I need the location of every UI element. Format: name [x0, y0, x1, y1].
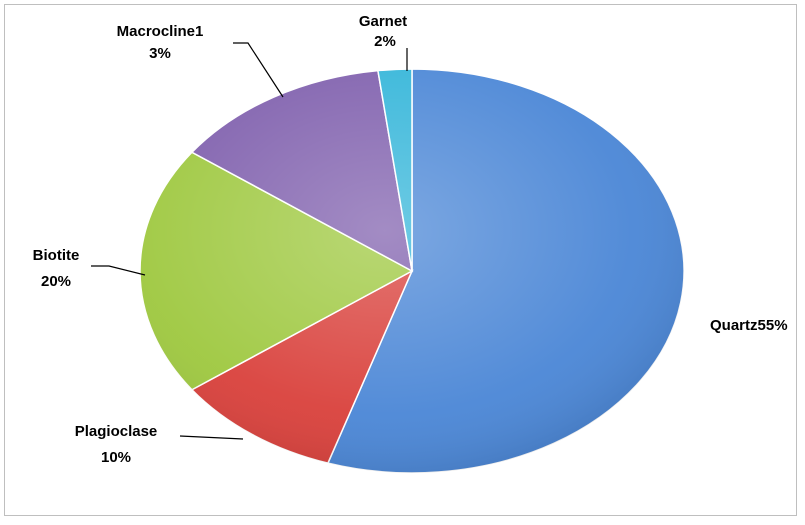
label-plagioclase-name: Plagioclase	[75, 423, 158, 440]
label-garnet-percent: 2%	[374, 33, 396, 50]
label-quartz-percent: 55%	[758, 317, 788, 334]
label-quartz-name: Quartz	[710, 317, 758, 334]
label-quartz: Quartz55%	[710, 317, 788, 334]
leader-macrocline	[233, 42, 284, 98]
label-garnet-name: Garnet	[359, 13, 407, 30]
label-plagioclase-percent: 10%	[101, 449, 131, 466]
label-macrocline-name: Macrocline1	[117, 23, 204, 40]
chart-frame: Garnet 2% Macrocline1 3% Biotite 20% Pla…	[4, 4, 797, 516]
label-biotite-percent: 20%	[41, 273, 71, 290]
leader-plagioclase	[179, 435, 244, 440]
label-macrocline-percent: 3%	[149, 45, 171, 62]
label-biotite-name: Biotite	[33, 247, 80, 264]
leader-biotite	[91, 265, 146, 276]
pie-chart: Garnet 2% Macrocline1 3% Biotite 20% Pla…	[33, 13, 788, 474]
